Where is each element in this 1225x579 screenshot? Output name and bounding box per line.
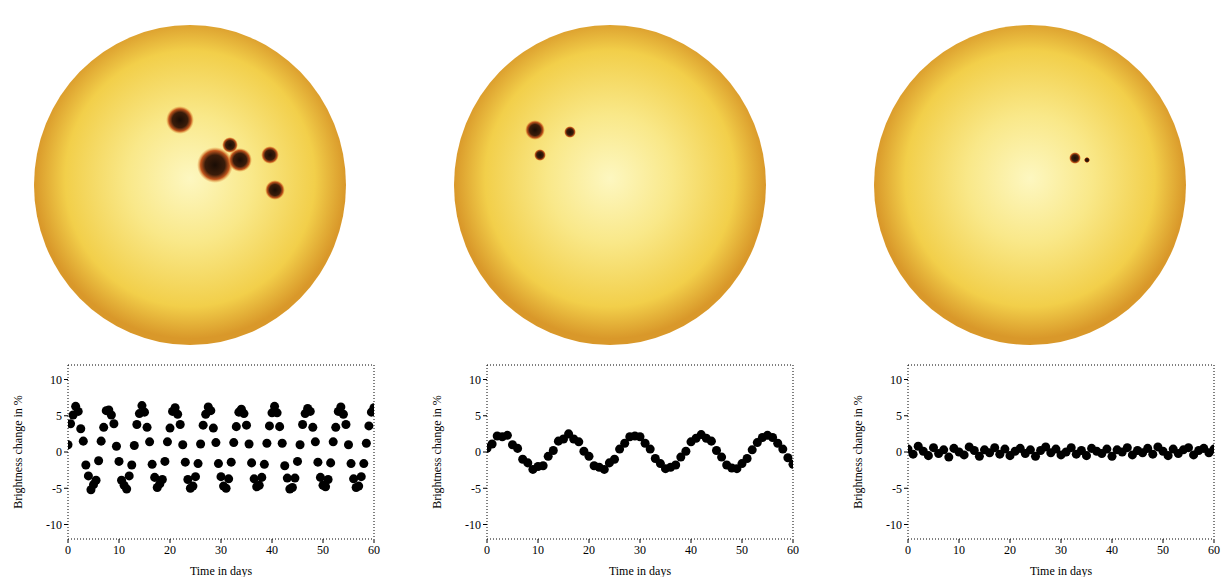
svg-text:0: 0 [56, 445, 62, 459]
svg-text:20: 20 [164, 543, 176, 557]
svg-text:30: 30 [215, 543, 227, 557]
svg-text:5: 5 [56, 409, 62, 423]
svg-text:50: 50 [317, 543, 329, 557]
svg-text:Time in days: Time in days [190, 564, 253, 577]
svg-text:10: 10 [50, 373, 62, 387]
svg-text:-10: -10 [465, 518, 481, 532]
svg-text:5: 5 [896, 409, 902, 423]
svg-text:0: 0 [65, 543, 71, 557]
svg-text:20: 20 [1004, 543, 1016, 557]
svg-text:0: 0 [905, 543, 911, 557]
svg-text:5: 5 [475, 409, 481, 423]
svg-text:-10: -10 [886, 518, 902, 532]
svg-text:-5: -5 [471, 482, 481, 496]
svg-text:Time in days: Time in days [609, 564, 672, 577]
svg-text:60: 60 [368, 543, 380, 557]
svg-text:10: 10 [953, 543, 965, 557]
svg-text:50: 50 [1157, 543, 1169, 557]
svg-text:10: 10 [532, 543, 544, 557]
svg-text:0: 0 [484, 543, 490, 557]
svg-text:30: 30 [1055, 543, 1067, 557]
svg-text:20: 20 [583, 543, 595, 557]
svg-text:40: 40 [1106, 543, 1118, 557]
svg-text:10: 10 [113, 543, 125, 557]
svg-text:10: 10 [469, 373, 481, 387]
svg-text:Brightness change in %: Brightness change in % [430, 395, 444, 509]
svg-text:10: 10 [890, 373, 902, 387]
svg-text:60: 60 [1208, 543, 1220, 557]
svg-text:Time in days: Time in days [1030, 564, 1093, 577]
svg-text:Brightness change in %: Brightness change in % [851, 395, 865, 509]
svg-text:0: 0 [475, 445, 481, 459]
svg-text:-10: -10 [46, 518, 62, 532]
svg-text:-5: -5 [52, 482, 62, 496]
svg-text:30: 30 [634, 543, 646, 557]
svg-text:Brightness change in %: Brightness change in % [11, 395, 25, 509]
svg-text:40: 40 [685, 543, 697, 557]
svg-text:0: 0 [896, 445, 902, 459]
svg-text:60: 60 [787, 543, 799, 557]
svg-text:50: 50 [736, 543, 748, 557]
svg-text:-5: -5 [892, 482, 902, 496]
svg-text:40: 40 [266, 543, 278, 557]
